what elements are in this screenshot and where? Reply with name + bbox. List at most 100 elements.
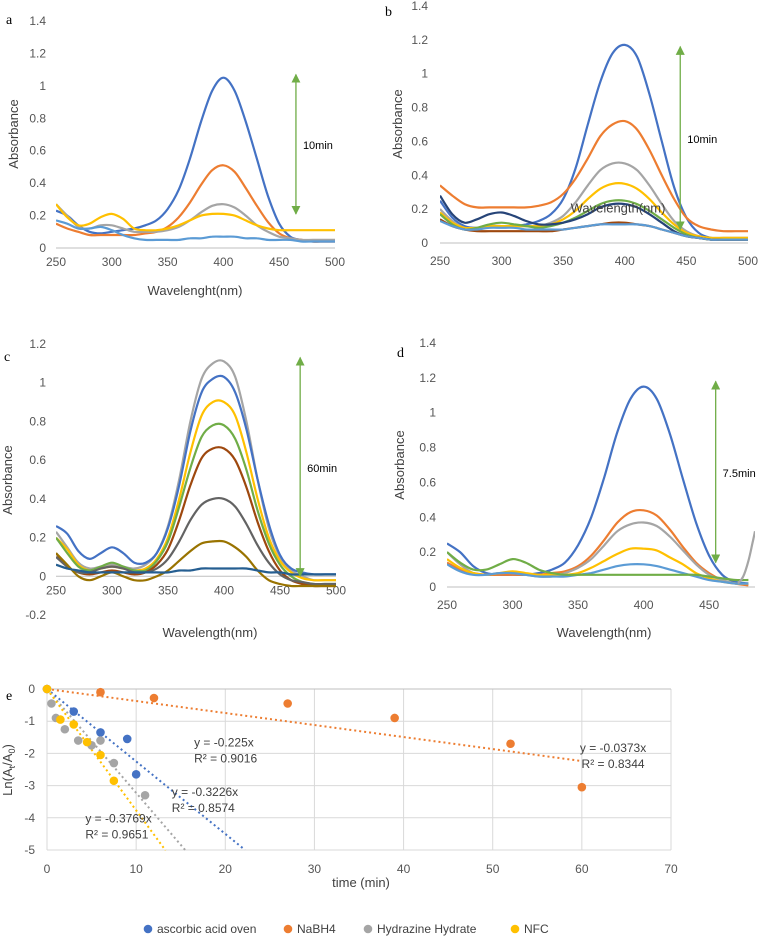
y-tick-label: 0.8 bbox=[419, 441, 436, 455]
y-tick-label: 0.6 bbox=[411, 134, 428, 148]
y-tick-label: 1 bbox=[39, 79, 46, 93]
x-tick-label: 300 bbox=[503, 598, 523, 612]
y-tick-label: 0.4 bbox=[411, 168, 428, 182]
y-tick-label: 1 bbox=[39, 376, 46, 390]
x-axis-title: time (min) bbox=[332, 875, 390, 890]
y-axis-title-part: 0 bbox=[7, 749, 17, 754]
y-tick-label: -5 bbox=[24, 843, 35, 857]
series-line-0 bbox=[56, 76, 335, 243]
data-point bbox=[283, 699, 292, 708]
trend-equation: y = -0.3226x bbox=[172, 785, 238, 799]
x-axis-title: Wavelenght(nm) bbox=[148, 283, 243, 298]
panel-d: d 0 0.2 0.4 0.6 0.8 1 1.2 1.4 250 300 350 400 450 Wave… bbox=[392, 336, 756, 640]
y-tick-label: 0 bbox=[39, 569, 46, 583]
arrow-label: 60min bbox=[307, 463, 337, 475]
data-point bbox=[73, 736, 83, 745]
y-tick-label: 1.2 bbox=[29, 337, 46, 351]
arrow-label: 10min bbox=[687, 134, 717, 146]
data-point bbox=[60, 724, 70, 734]
panel-e: e -5 -4 -3 -2 -1 0 0 10 20 30 40 50 60 70 time (min) Ln(… bbox=[0, 682, 678, 936]
y-tick-label: -4 bbox=[24, 811, 35, 825]
x-tick-label: 400 bbox=[214, 583, 234, 597]
x-tick-label: 350 bbox=[553, 254, 573, 268]
data-point bbox=[96, 736, 105, 745]
y-axis-title-part: t bbox=[7, 765, 17, 768]
panel-a: a 0 0.2 0.4 0.6 0.8 1 1.2 1.4 250 300 350 400 450 500 W… bbox=[6, 13, 345, 298]
y-tick-label: -2 bbox=[24, 746, 35, 760]
overlay-axis-text: Wavelength(nm) bbox=[571, 201, 666, 216]
series-line-6 bbox=[56, 539, 336, 588]
x-tick-label: 300 bbox=[102, 583, 122, 597]
y-axis-title-part: Ln(A bbox=[0, 768, 15, 796]
data-point bbox=[96, 750, 105, 760]
panel-b: b 0 0.2 0.4 0.6 0.8 1 1.2 1.4 250 300 350 400 450 500 A… bbox=[385, 0, 758, 268]
y-tick-label: 0.8 bbox=[411, 101, 428, 115]
panel-label: a bbox=[6, 13, 13, 28]
x-tick-label: 10 bbox=[129, 862, 143, 876]
x-tick-label: 350 bbox=[568, 598, 588, 612]
arrow-label: 7.5min bbox=[723, 468, 756, 480]
x-tick-label: 450 bbox=[699, 598, 719, 612]
series-line-3 bbox=[56, 422, 336, 586]
x-tick-label: 250 bbox=[430, 254, 450, 268]
y-tick-label: 0.2 bbox=[29, 209, 46, 223]
y-tick-label: 0.4 bbox=[29, 492, 46, 506]
y-tick-label: 0.4 bbox=[419, 510, 436, 524]
y-tick-label: 0.6 bbox=[29, 453, 46, 467]
series-line-5 bbox=[56, 496, 336, 586]
data-point bbox=[390, 713, 399, 723]
series-line-4 bbox=[447, 563, 749, 585]
x-tick-label: 20 bbox=[219, 862, 233, 876]
data-point bbox=[122, 734, 132, 744]
legend-label: ascorbic acid oven bbox=[157, 922, 256, 936]
y-tick-label: 0.2 bbox=[411, 202, 428, 216]
panel-label: e bbox=[6, 689, 12, 704]
x-tick-label: 500 bbox=[325, 255, 345, 269]
panel-label: d bbox=[397, 346, 404, 361]
data-point bbox=[82, 737, 92, 747]
data-point bbox=[47, 699, 56, 708]
arrow-label: 10min bbox=[303, 140, 333, 152]
x-tick-label: 400 bbox=[634, 598, 654, 612]
y-tick-label: 0.2 bbox=[29, 531, 46, 545]
y-tick-label: 1 bbox=[429, 406, 436, 420]
series-line-2 bbox=[56, 203, 335, 242]
trend-r2: R² = 0.8344 bbox=[582, 757, 645, 771]
y-tick-label: 1.4 bbox=[419, 336, 436, 350]
x-tick-label: 350 bbox=[158, 255, 178, 269]
y-tick-label: 1.4 bbox=[29, 14, 46, 28]
y-axis-title: Absorbance bbox=[6, 99, 21, 168]
y-tick-label: 0 bbox=[28, 682, 35, 696]
trend-r2: R² = 0.8574 bbox=[172, 801, 235, 815]
y-tick-label: -1 bbox=[24, 714, 35, 728]
x-tick-label: 250 bbox=[437, 598, 457, 612]
trendline-2 bbox=[47, 688, 186, 851]
x-axis-title: Wavelength(nm) bbox=[163, 625, 258, 640]
y-tick-label: 0.6 bbox=[29, 144, 46, 158]
y-tick-label: 1.2 bbox=[419, 371, 436, 385]
trend-equation: y = -0.0373x bbox=[580, 741, 646, 755]
x-tick-label: 40 bbox=[397, 862, 411, 876]
y-tick-label: 0 bbox=[429, 580, 436, 594]
x-tick-label: 500 bbox=[738, 254, 758, 268]
legend-label: NaBH4 bbox=[297, 922, 336, 936]
series-line-1 bbox=[56, 374, 336, 576]
trendline-3 bbox=[47, 688, 167, 852]
data-point bbox=[69, 707, 79, 716]
legend-label: Hydrazine Hydrate bbox=[377, 922, 477, 936]
y-tick-label: 1.2 bbox=[29, 46, 46, 60]
y-tick-label: 1.4 bbox=[411, 0, 428, 13]
x-tick-label: 350 bbox=[158, 583, 178, 597]
y-axis-title: Absorbance bbox=[0, 445, 15, 514]
legend-marker bbox=[510, 924, 520, 934]
y-tick-label: 0 bbox=[39, 241, 46, 255]
y-tick-label: 0.8 bbox=[29, 414, 46, 428]
data-point bbox=[149, 693, 159, 703]
x-tick-label: 70 bbox=[664, 862, 678, 876]
x-tick-label: 0 bbox=[44, 862, 51, 876]
series-line-2 bbox=[56, 399, 336, 582]
x-tick-label: 450 bbox=[676, 254, 696, 268]
data-point bbox=[131, 770, 141, 779]
